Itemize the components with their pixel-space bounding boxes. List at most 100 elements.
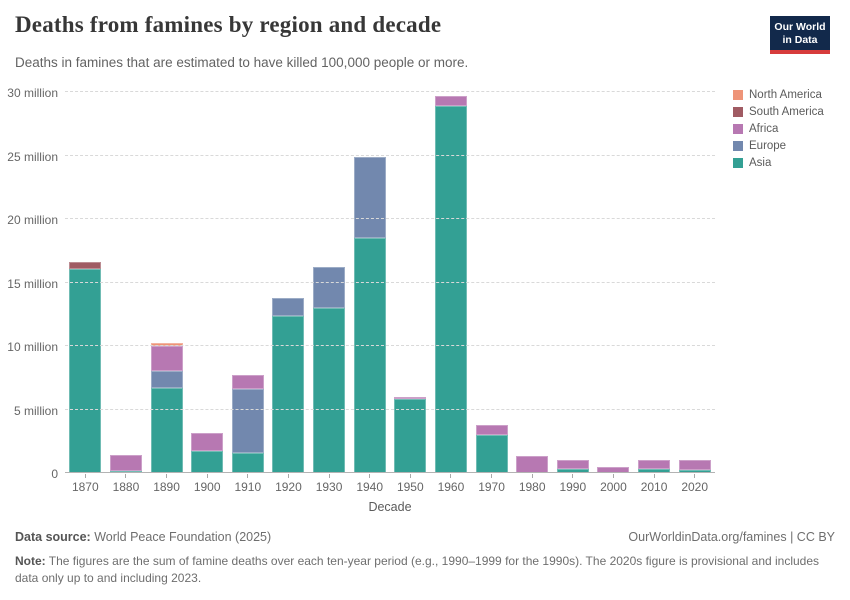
y-axis-tick-label: 5 million [13,403,58,418]
note-label: Note: [15,554,46,568]
x-axis-label-1870: 1870 [71,480,99,494]
bar-1990[interactable] [556,460,589,473]
bar-segment-africa-1960[interactable] [434,95,467,106]
bar-segment-africa-2010[interactable] [638,459,671,470]
legend-item-africa[interactable]: Africa [733,123,824,135]
bar-1930[interactable] [313,267,346,473]
bar-segment-asia-1960[interactable] [434,105,467,473]
famines-link[interactable]: OurWorldinData.org/famines [628,530,787,544]
chart-note: Note: The figures are the sum of famine … [15,553,835,587]
chart-plot-area [65,91,715,473]
x-axis-label-1990: 1990 [559,480,587,494]
x-slot-1870: 1870 [65,474,106,494]
bar-slot-1960 [431,92,472,473]
bar-segment-asia-1940[interactable] [353,238,386,473]
legend-item-north-america[interactable]: North America [733,89,824,101]
bar-segment-asia-2010[interactable] [638,469,671,473]
bar-1890[interactable] [150,342,183,473]
bar-1870[interactable] [69,262,102,473]
x-slot-1990: 1990 [553,474,594,494]
bar-segment-asia-1890[interactable] [150,387,183,473]
bar-segment-africa-2020[interactable] [678,460,711,471]
legend: North America South America Africa Europe As… [733,89,824,174]
y-axis-tick-label: 30 million [7,86,58,100]
bar-segment-europe-1940[interactable] [353,156,386,239]
bar-slot-1970 [471,92,512,473]
x-axis-tick [247,474,249,478]
x-axis-label-1910: 1910 [234,480,262,494]
bar-2000[interactable] [597,467,630,473]
x-slot-1900: 1900 [187,474,228,494]
bar-segment-africa-1900[interactable] [191,433,224,452]
bar-slot-2000 [593,92,634,473]
bar-1950[interactable] [394,397,427,473]
x-axis-label-1950: 1950 [396,480,424,494]
bar-segment-asia-1920[interactable] [272,316,305,473]
bar-segment-asia-2020[interactable] [678,470,711,473]
bar-segment-europe-1890[interactable] [150,371,183,388]
bar-segment-asia-1900[interactable] [191,451,224,473]
x-axis-tick [125,474,127,478]
bar-slot-1870 [65,92,106,473]
x-axis-label-1890: 1890 [153,480,180,494]
bar-segment-africa-1880[interactable] [109,455,142,472]
x-axis-title: Decade [368,500,412,514]
legend-swatch-africa [733,124,743,134]
legend-item-south-america[interactable]: South America [733,106,824,118]
legend-item-europe[interactable]: Europe [733,140,824,152]
bar-segment-africa-1950[interactable] [394,397,427,399]
x-slot-2010: 2010 [634,474,675,494]
bar-segment-europe-1910[interactable] [231,389,264,453]
x-axis-tick [612,474,614,478]
legend-label-asia: Asia [749,157,772,169]
owid-logo[interactable]: Our World in Data [770,16,830,54]
bar-segment-asia-1910[interactable] [231,452,264,473]
bar-segment-africa-1980[interactable] [516,455,549,473]
bar-segment-asia-1870[interactable] [69,268,102,473]
bar-segment-asia-1950[interactable] [394,398,427,473]
x-slot-2020: 2020 [674,474,715,494]
x-axis-tick [328,474,330,478]
bar-segment-africa-1990[interactable] [556,460,589,470]
bar-slot-1890 [146,92,187,473]
legend-swatch-south-america [733,107,743,117]
bar-segment-africa-2000[interactable] [597,467,630,473]
bar-1910[interactable] [231,375,264,473]
bar-segment-asia-1930[interactable] [313,307,346,473]
bar-1880[interactable] [109,455,142,473]
bar-segment-asia-1970[interactable] [475,434,508,473]
bar-segment-africa-1910[interactable] [231,375,264,390]
legend-label-south-america: South America [749,106,824,118]
bar-segment-europe-1930[interactable] [313,267,346,308]
bar-1940[interactable] [353,156,386,473]
bar-segment-south-america-1870[interactable] [69,262,102,269]
x-slot-1910: 1910 [228,474,269,494]
bar-2010[interactable] [638,459,671,473]
bar-segment-north-america-1890[interactable] [150,342,183,347]
bar-1960[interactable] [434,95,467,473]
bar-1970[interactable] [475,424,508,473]
legend-item-asia[interactable]: Asia [733,157,824,169]
x-slot-1980: 1980 [512,474,553,494]
x-axis: 1870 1880 1890 1900 1910 1920 1930 1940 1950 1960… [65,474,715,494]
bar-segment-africa-1890[interactable] [150,346,183,372]
x-slot-1880: 1880 [106,474,147,494]
gridline-25 [65,154,715,156]
bar-2020[interactable] [678,460,711,473]
bar-1920[interactable] [272,298,305,473]
x-slot-1940: 1940 [349,474,390,494]
bar-1900[interactable] [191,433,224,473]
x-axis-tick [531,474,533,478]
bar-slot-1900 [187,92,228,473]
bar-1980[interactable] [516,455,549,473]
footer: Data source: World Peace Foundation (202… [15,530,835,544]
x-axis-label-1970: 1970 [478,480,505,494]
bar-segment-africa-1970[interactable] [475,424,508,435]
bar-segment-asia-1990[interactable] [556,469,589,473]
legend-label-europe: Europe [749,140,787,152]
x-slot-1890: 1890 [146,474,187,494]
x-slot-1930: 1930 [309,474,350,494]
bar-segment-europe-1920[interactable] [272,298,305,317]
bar-slot-1910 [228,92,269,473]
x-axis-label-2010: 2010 [640,480,668,494]
